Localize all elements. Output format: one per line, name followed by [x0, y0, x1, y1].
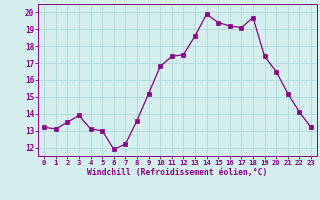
X-axis label: Windchill (Refroidissement éolien,°C): Windchill (Refroidissement éolien,°C) — [87, 168, 268, 177]
